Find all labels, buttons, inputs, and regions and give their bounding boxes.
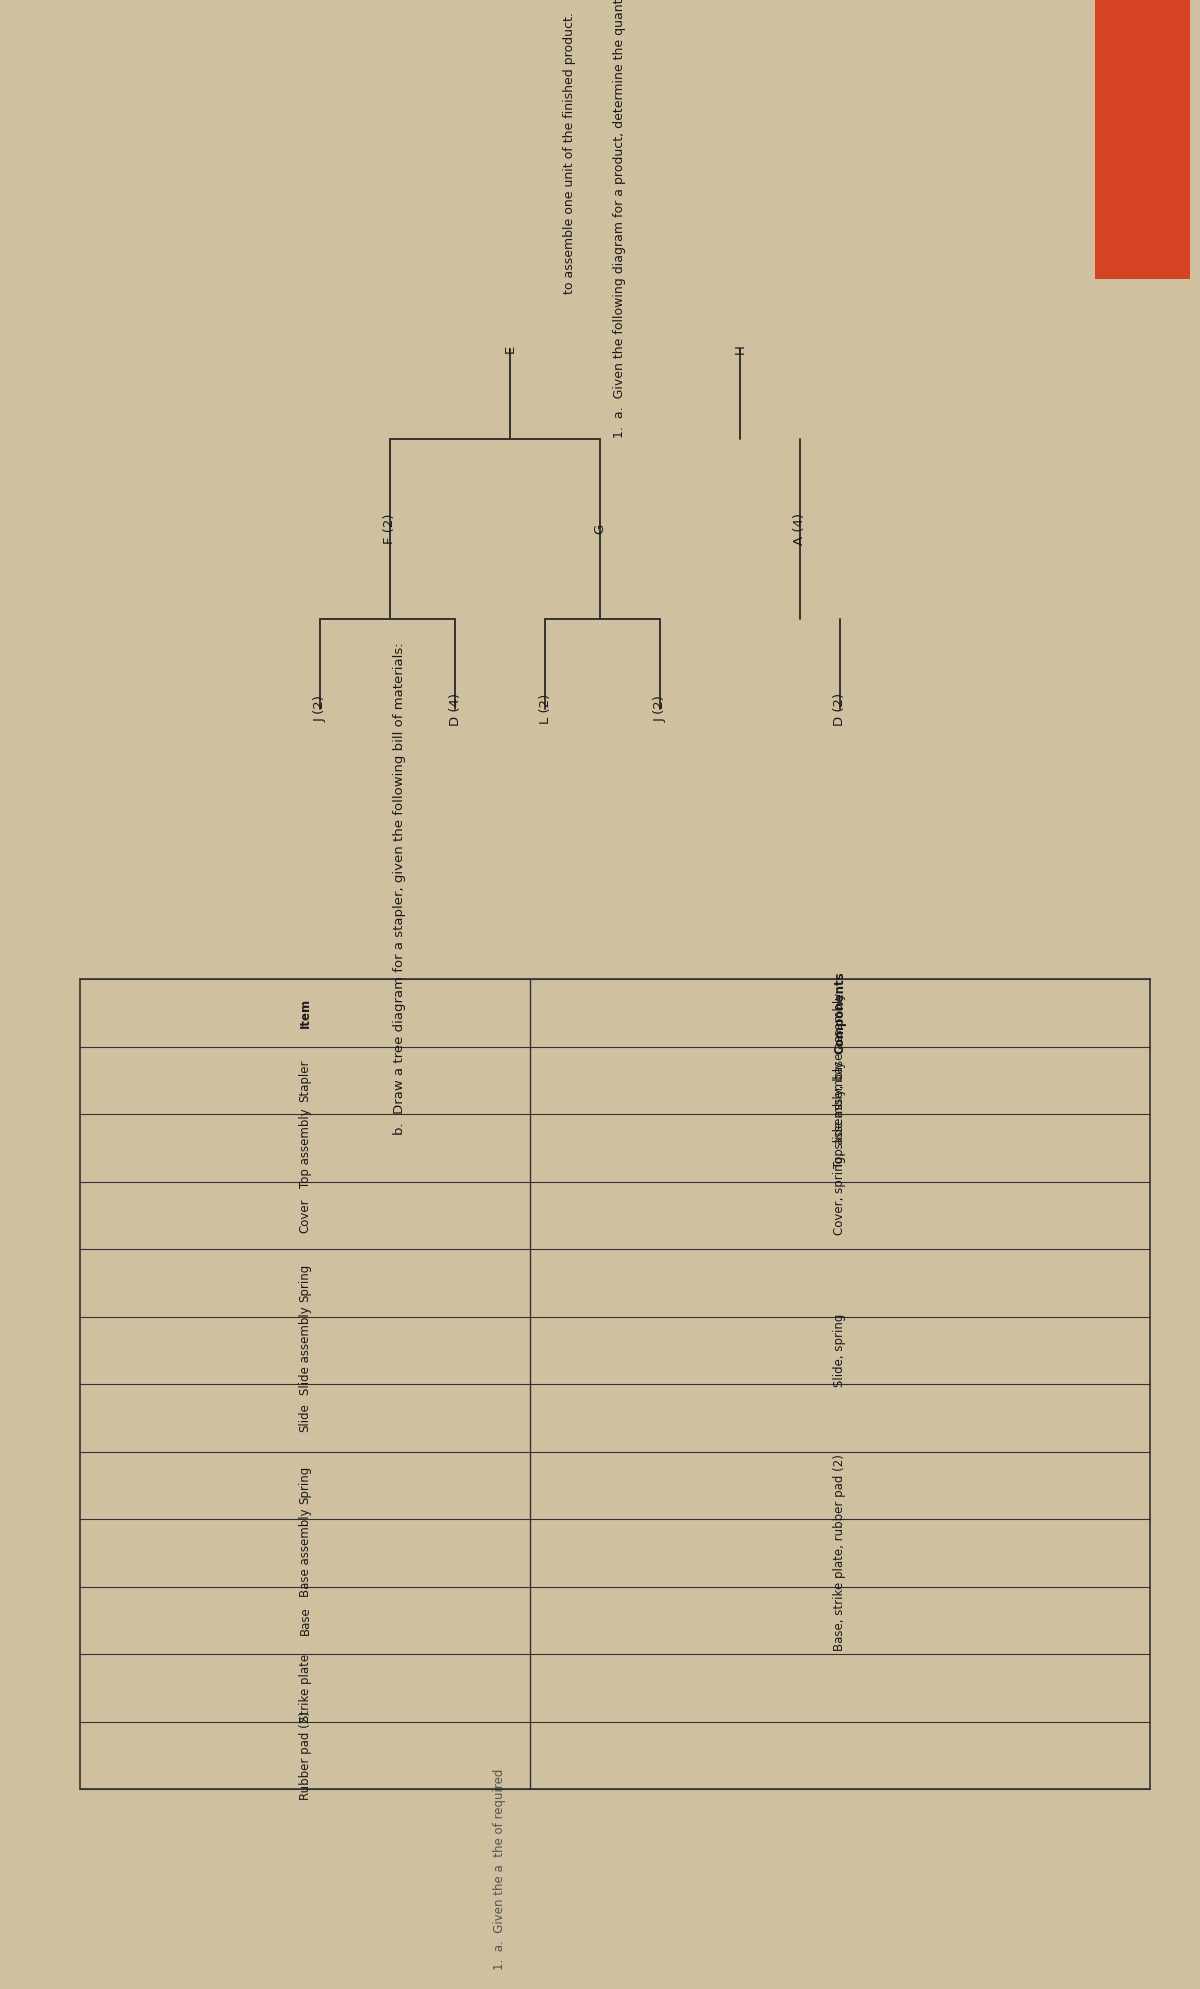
Text: 1.  a.  Given the following diagram for a product, determine the quantity of eac: 1. a. Given the following diagram for a … [613, 0, 626, 438]
Text: Base, strike plate, rubber pad (2): Base, strike plate, rubber pad (2) [834, 1454, 846, 1651]
Text: F (2): F (2) [384, 513, 396, 545]
Text: Slide assembly: Slide assembly [299, 1307, 312, 1394]
Text: Cover, spring, slide assembly: Cover, spring, slide assembly [834, 1060, 846, 1235]
Text: Rubber pad (2): Rubber pad (2) [299, 1711, 312, 1800]
Text: E: E [504, 344, 516, 354]
Text: to assemble one unit of the finished product.: to assemble one unit of the finished pro… [564, 12, 576, 326]
Text: Top assembly, base assembly: Top assembly, base assembly [834, 993, 846, 1168]
Text: BLEMS: BLEMS [1132, 99, 1152, 179]
Text: J (2): J (2) [654, 696, 666, 722]
Text: H: H [733, 344, 746, 354]
Text: b.  Draw a tree diagram for a stapler, given the following bill of materials:: b. Draw a tree diagram for a stapler, gi… [394, 642, 407, 1136]
Text: Cover: Cover [299, 1197, 312, 1233]
Text: D (2): D (2) [834, 692, 846, 726]
Text: Components: Components [834, 971, 846, 1054]
Text: Spring: Spring [299, 1466, 312, 1504]
Text: Item: Item [299, 998, 312, 1028]
Text: Base: Base [299, 1605, 312, 1635]
Text: 1.  a.  Given the a  the of required: 1. a. Given the a the of required [493, 1768, 506, 1969]
Text: Base assembly: Base assembly [299, 1508, 312, 1597]
Text: G: G [594, 523, 606, 535]
Text: Slide, spring: Slide, spring [834, 1313, 846, 1386]
Text: Strike plate: Strike plate [299, 1653, 312, 1722]
Text: Stapler: Stapler [299, 1058, 312, 1102]
Text: L (2): L (2) [539, 694, 552, 724]
Text: D (4): D (4) [449, 692, 462, 726]
Text: J (2): J (2) [313, 696, 326, 722]
Text: A (4): A (4) [793, 513, 806, 545]
Text: Spring: Spring [299, 1263, 312, 1303]
Text: Top assembly: Top assembly [299, 1108, 312, 1187]
Text: Slide: Slide [299, 1404, 312, 1432]
Bar [1096, 0, 1190, 278]
